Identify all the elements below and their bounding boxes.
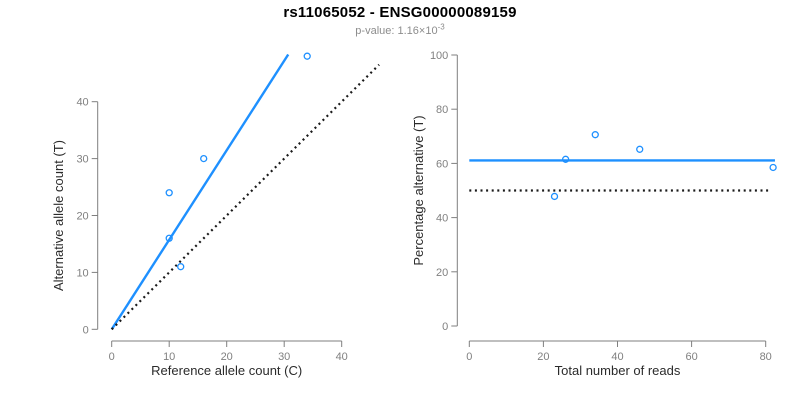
y-tick-label: 100 bbox=[430, 50, 448, 62]
x-tick-label: 20 bbox=[537, 351, 549, 363]
x-tick-label: 10 bbox=[163, 351, 175, 363]
y-axis-label: Alternative allele count (T) bbox=[51, 140, 66, 291]
x-tick-label: 20 bbox=[221, 351, 233, 363]
y-tick-label: 60 bbox=[436, 158, 448, 170]
x-tick-label: 80 bbox=[760, 351, 772, 363]
y-axis-label: Percentage alternative (T) bbox=[411, 115, 426, 265]
data-point bbox=[165, 189, 173, 197]
y-tick-label: 20 bbox=[76, 211, 88, 223]
data-point bbox=[561, 155, 570, 163]
data-point bbox=[165, 234, 173, 242]
identity-line bbox=[110, 63, 380, 331]
scatter-panel-right: 0 20 40 60 80 100 0 20 40 60 80 Total number of rea… bbox=[411, 50, 777, 378]
scatter-panel-left: 0 10 20 30 40 0 10 20 30 40 Reference allele count… bbox=[51, 52, 380, 378]
data-point bbox=[177, 263, 185, 271]
y-tick-label: 30 bbox=[76, 154, 88, 166]
x-tick-label: 30 bbox=[278, 351, 290, 363]
x-tick-label: 40 bbox=[336, 351, 348, 363]
x-tick-label: 0 bbox=[466, 351, 472, 363]
data-point bbox=[591, 131, 599, 139]
data-point bbox=[769, 163, 777, 172]
pvalue-exponent: -3 bbox=[437, 22, 445, 32]
fit-line bbox=[110, 53, 290, 330]
data-point bbox=[550, 192, 559, 201]
data-point bbox=[200, 154, 208, 163]
x-tick-label: 60 bbox=[685, 351, 697, 363]
data-point bbox=[303, 52, 311, 60]
pvalue-text: p-value: 1.16×10 bbox=[355, 25, 438, 37]
figure-subtitle: p-value: 1.16×10-3 bbox=[0, 22, 800, 37]
y-tick-label: 40 bbox=[76, 97, 88, 109]
figure-title: rs11065052 - ENSG00000089159 bbox=[283, 4, 517, 21]
x-axis-label: Total number of reads bbox=[555, 363, 681, 378]
data-point bbox=[636, 145, 644, 153]
y-tick-label: 10 bbox=[76, 267, 88, 279]
y-tick-label: 80 bbox=[436, 104, 448, 116]
x-tick-label: 40 bbox=[611, 351, 623, 363]
y-tick-label: 0 bbox=[442, 321, 448, 333]
x-tick-label: 0 bbox=[109, 351, 115, 363]
y-tick-label: 40 bbox=[436, 213, 448, 225]
x-axis-label: Reference allele count (C) bbox=[151, 363, 302, 378]
y-tick-label: 20 bbox=[436, 267, 448, 279]
y-tick-label: 0 bbox=[83, 324, 89, 336]
